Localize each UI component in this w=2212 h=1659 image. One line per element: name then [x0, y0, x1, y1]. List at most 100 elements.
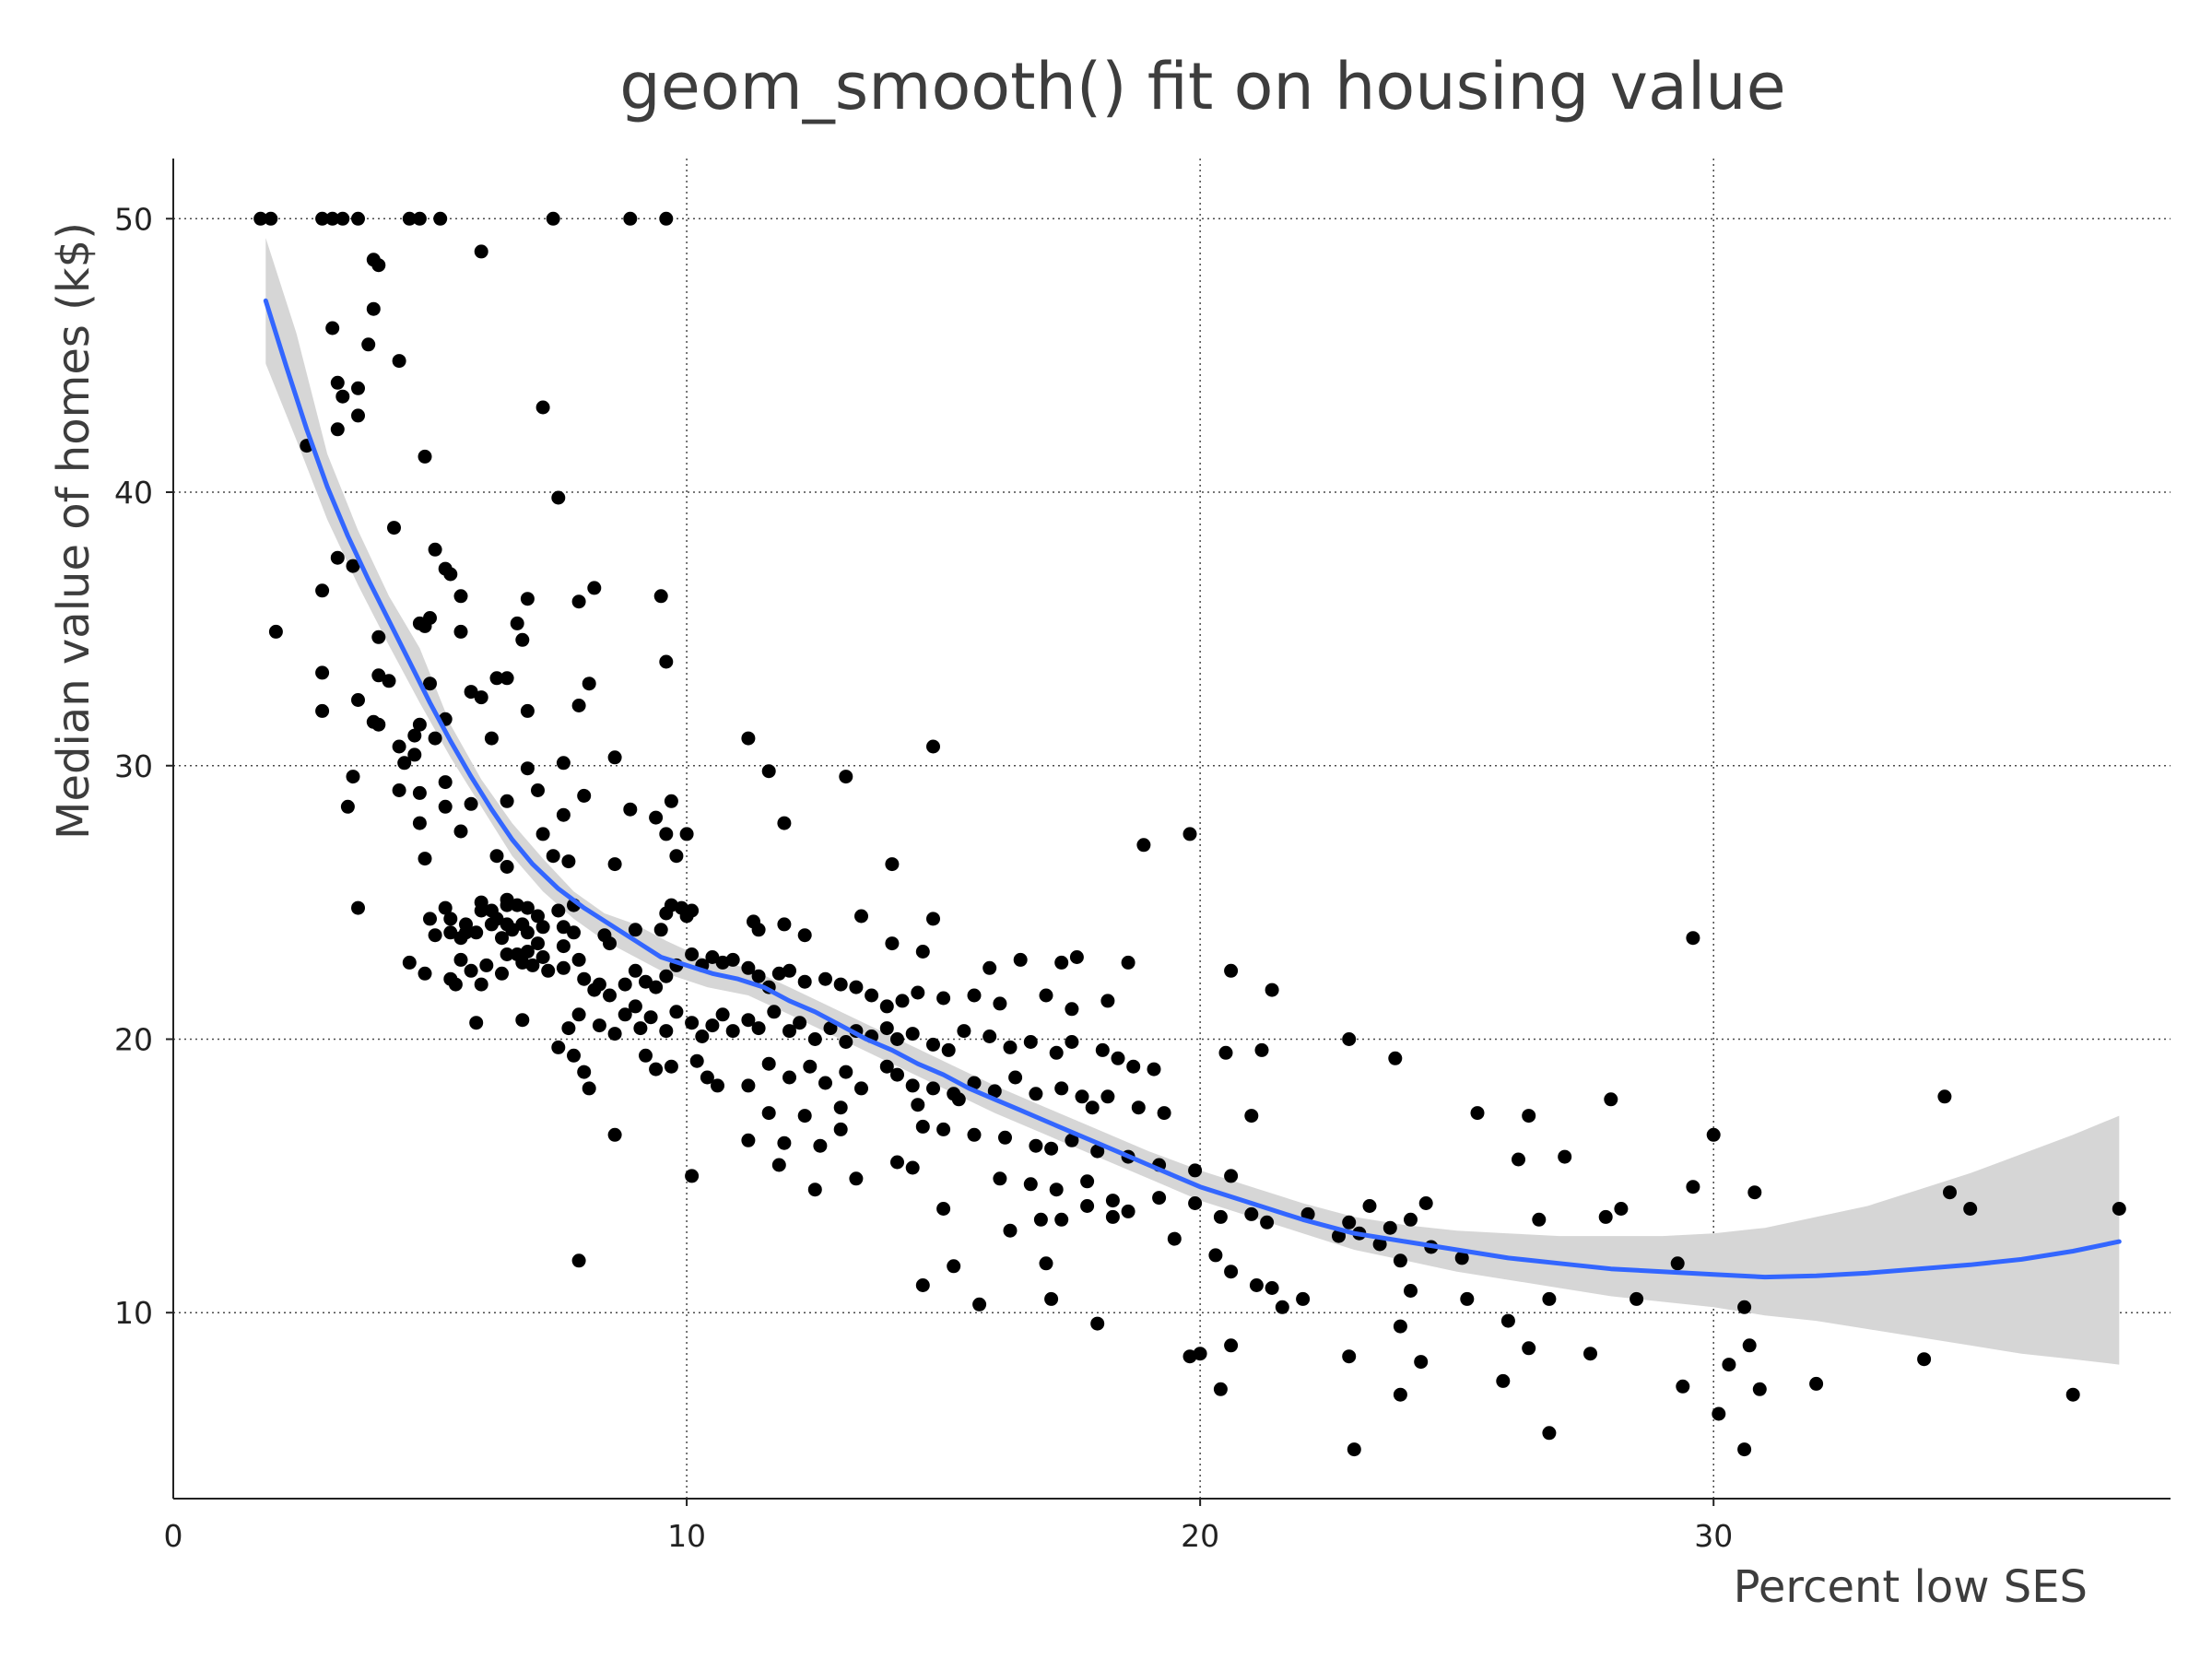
- data-point: [1095, 1042, 1110, 1057]
- data-point: [761, 1056, 776, 1071]
- data-point: [1542, 1426, 1557, 1441]
- data-point: [392, 783, 406, 797]
- data-point: [659, 211, 674, 226]
- data-point: [1085, 1100, 1100, 1115]
- data-point: [412, 717, 427, 732]
- data-point: [1752, 1382, 1767, 1396]
- data-point: [823, 1021, 838, 1036]
- data-point: [777, 1135, 792, 1150]
- data-point: [264, 211, 278, 226]
- data-point: [761, 764, 776, 779]
- data-point: [1193, 1347, 1207, 1361]
- data-point: [911, 985, 925, 1000]
- data-point: [1414, 1355, 1429, 1370]
- data-point: [936, 1202, 951, 1216]
- data-point: [1963, 1202, 1978, 1216]
- data-point: [577, 1065, 592, 1079]
- data-point: [879, 999, 894, 1014]
- data-point: [905, 1160, 920, 1175]
- data-point: [915, 945, 930, 959]
- data-point: [771, 1158, 786, 1172]
- data-point: [1512, 1152, 1525, 1167]
- data-point: [1167, 1231, 1182, 1246]
- data-point: [1029, 1138, 1043, 1153]
- confidence-ribbon: [265, 238, 2120, 1365]
- data-point: [402, 955, 417, 970]
- data-point: [418, 966, 432, 981]
- data-point: [515, 1013, 530, 1028]
- data-point: [592, 977, 606, 992]
- data-point: [1583, 1347, 1597, 1361]
- data-point: [535, 920, 550, 935]
- data-point: [1065, 1035, 1079, 1049]
- data-point: [905, 1078, 920, 1093]
- data-point: [556, 920, 571, 935]
- data-point: [1522, 1341, 1536, 1356]
- data-point: [659, 827, 674, 841]
- data-point: [1742, 1338, 1757, 1353]
- data-point: [1029, 1087, 1043, 1101]
- y-tick-label: 50: [114, 201, 153, 237]
- data-point: [448, 977, 463, 992]
- data-point: [807, 1032, 822, 1046]
- data-point: [1044, 1141, 1059, 1156]
- data-point: [1111, 1051, 1125, 1065]
- data-point: [315, 583, 330, 598]
- data-point: [628, 963, 642, 978]
- data-point: [628, 923, 642, 937]
- data-point: [1917, 1352, 1932, 1367]
- data-point: [1013, 952, 1028, 967]
- data-point: [782, 1024, 796, 1039]
- data-point: [453, 952, 468, 967]
- data-point: [926, 912, 940, 926]
- data-point: [423, 912, 437, 926]
- data-point: [1049, 1182, 1064, 1197]
- data-point: [453, 824, 468, 839]
- data-point: [1152, 1191, 1167, 1206]
- data-point: [474, 903, 488, 918]
- data-point: [679, 827, 694, 841]
- data-point: [797, 974, 812, 989]
- data-point: [607, 750, 622, 765]
- data-point: [741, 1133, 756, 1147]
- data-point: [464, 685, 478, 700]
- data-point: [366, 301, 381, 316]
- data-point: [1604, 1092, 1618, 1107]
- data-point: [443, 912, 458, 926]
- data-point: [618, 1007, 632, 1022]
- data-point: [500, 794, 514, 808]
- data-point: [741, 1013, 756, 1028]
- data-point: [1362, 1199, 1377, 1213]
- data-point: [1121, 1204, 1135, 1218]
- data-point: [1388, 1051, 1403, 1065]
- x-tick-label: 0: [164, 1518, 183, 1554]
- tick-labels: 0 10 20 30 10 20 30 40 50: [114, 201, 1733, 1554]
- data-point: [1054, 1212, 1069, 1227]
- data-point: [535, 950, 550, 964]
- data-point: [520, 703, 535, 718]
- data-point: [793, 1016, 807, 1030]
- data-point: [535, 827, 550, 841]
- data-point: [1532, 1212, 1547, 1227]
- data-point: [592, 1018, 606, 1033]
- data-point: [1342, 1032, 1357, 1046]
- data-point: [351, 211, 365, 226]
- data-point: [849, 1171, 864, 1186]
- data-point: [1260, 1215, 1275, 1230]
- data-point: [2112, 1202, 2126, 1216]
- data-point: [1372, 1237, 1387, 1252]
- data-point: [1075, 1089, 1089, 1104]
- data-point: [371, 668, 386, 683]
- data-point: [1224, 1265, 1239, 1279]
- data-point: [387, 521, 401, 535]
- data-point: [1208, 1248, 1223, 1263]
- data-point: [1090, 1144, 1105, 1159]
- data-point: [1460, 1291, 1475, 1306]
- data-point: [1342, 1349, 1357, 1364]
- data-point: [1105, 1194, 1120, 1208]
- data-point: [1131, 1100, 1146, 1115]
- data-point: [936, 1122, 951, 1136]
- data-point: [1157, 1106, 1171, 1121]
- data-point: [1500, 1313, 1515, 1328]
- data-point: [582, 677, 596, 691]
